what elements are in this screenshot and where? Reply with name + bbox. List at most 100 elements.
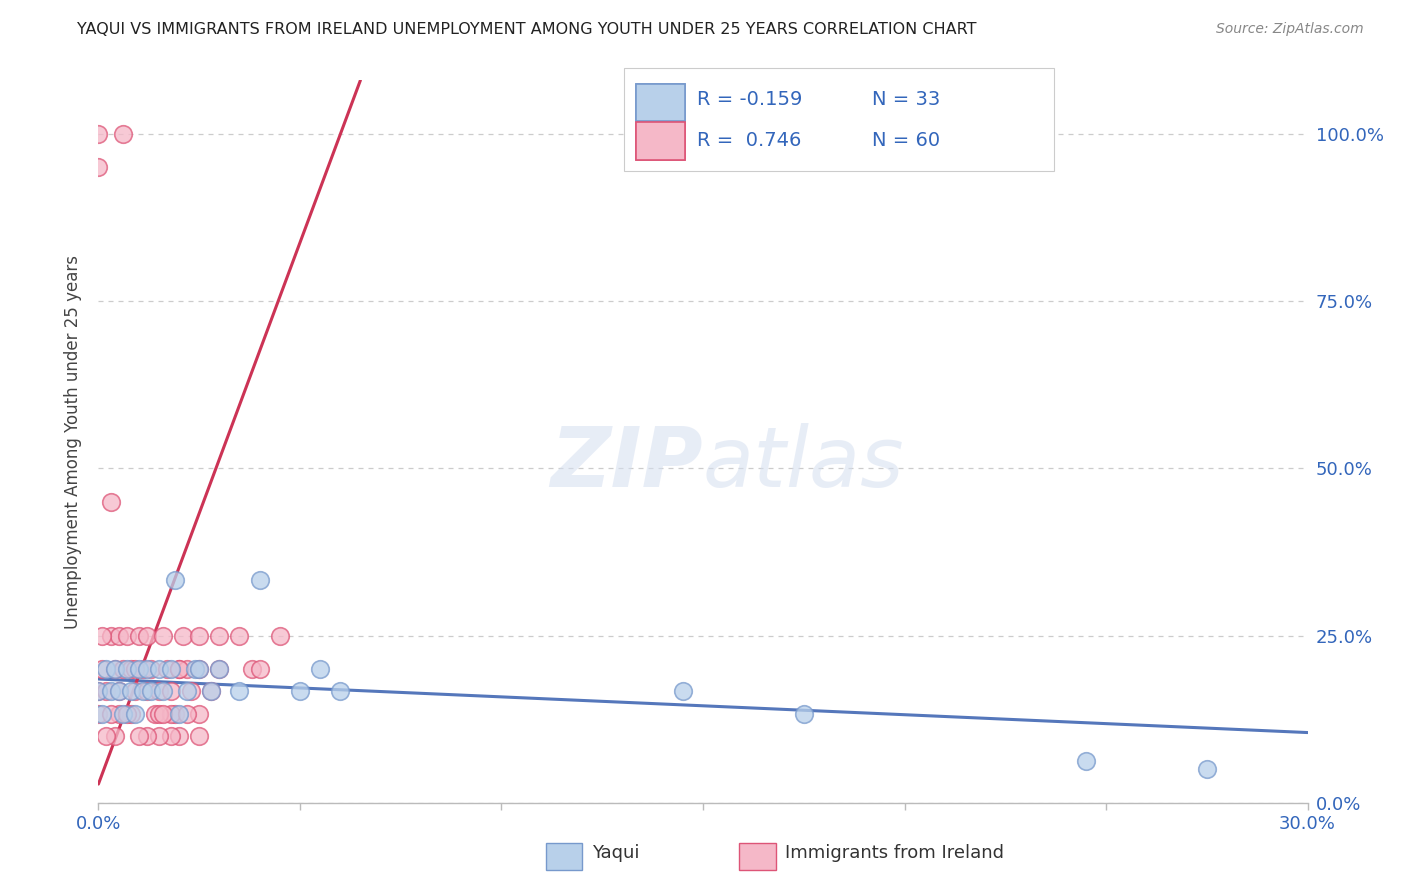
Point: [188, 628, 211, 642]
Point: [188, 706, 211, 721]
Text: atlas: atlas: [703, 423, 904, 504]
Y-axis label: Unemployment Among Youth under 25 years: Unemployment Among Youth under 25 years: [65, 254, 83, 629]
Point: [167, 662, 190, 676]
Point: [132, 684, 155, 698]
Point: [96, 684, 118, 698]
Point: [128, 628, 150, 642]
Point: [87, 684, 110, 698]
Point: [91, 628, 114, 642]
Point: [135, 662, 157, 676]
Text: R =  0.746: R = 0.746: [697, 131, 801, 150]
Point: [100, 628, 122, 642]
Point: [107, 684, 129, 698]
Point: [107, 706, 129, 721]
Point: [200, 684, 222, 698]
Point: [184, 662, 207, 676]
Point: [167, 729, 190, 743]
Point: [672, 684, 695, 698]
Point: [188, 662, 211, 676]
Point: [111, 127, 134, 141]
Point: [176, 706, 198, 721]
Point: [188, 662, 211, 676]
Point: [160, 662, 183, 676]
Point: [107, 628, 129, 642]
Point: [143, 706, 166, 721]
Point: [111, 662, 134, 676]
Point: [288, 684, 311, 698]
Point: [91, 706, 114, 721]
Point: [167, 662, 190, 676]
Point: [152, 628, 174, 642]
Point: [100, 494, 122, 508]
FancyBboxPatch shape: [624, 68, 1053, 170]
Point: [309, 662, 332, 676]
Text: Immigrants from Ireland: Immigrants from Ireland: [785, 845, 1004, 863]
Point: [135, 729, 157, 743]
Point: [208, 662, 231, 676]
Point: [329, 684, 352, 698]
Point: [111, 706, 134, 721]
Point: [103, 662, 125, 676]
Point: [87, 127, 110, 141]
Point: [115, 662, 138, 676]
Point: [139, 662, 162, 676]
Point: [115, 628, 138, 642]
Point: [160, 706, 183, 721]
Point: [249, 573, 271, 587]
Point: [148, 662, 170, 676]
Point: [120, 706, 142, 721]
Point: [167, 706, 190, 721]
Point: [269, 628, 291, 642]
Point: [103, 729, 125, 743]
Point: [91, 662, 114, 676]
Text: Yaqui: Yaqui: [592, 845, 640, 863]
Point: [124, 706, 146, 721]
Point: [1074, 754, 1097, 768]
Point: [228, 628, 250, 642]
Point: [100, 684, 122, 698]
Point: [249, 662, 271, 676]
Text: R = -0.159: R = -0.159: [697, 90, 803, 110]
Point: [87, 161, 110, 175]
Point: [152, 706, 174, 721]
Point: [163, 573, 186, 587]
Text: Source: ZipAtlas.com: Source: ZipAtlas.com: [1216, 22, 1364, 37]
Point: [135, 628, 157, 642]
Point: [160, 684, 183, 698]
Point: [163, 706, 186, 721]
FancyBboxPatch shape: [637, 84, 685, 121]
Point: [160, 729, 183, 743]
Point: [96, 662, 118, 676]
Point: [188, 729, 211, 743]
Point: [107, 684, 129, 698]
Point: [172, 628, 194, 642]
FancyBboxPatch shape: [637, 122, 685, 160]
Point: [176, 662, 198, 676]
Point: [176, 684, 198, 698]
Point: [128, 662, 150, 676]
Point: [120, 662, 142, 676]
Point: [793, 706, 815, 721]
FancyBboxPatch shape: [637, 122, 685, 160]
Point: [103, 662, 125, 676]
FancyBboxPatch shape: [740, 843, 776, 870]
Point: [87, 684, 110, 698]
FancyBboxPatch shape: [637, 84, 685, 121]
Point: [139, 684, 162, 698]
Point: [156, 662, 179, 676]
Point: [135, 684, 157, 698]
Text: N = 33: N = 33: [872, 90, 941, 110]
FancyBboxPatch shape: [546, 843, 582, 870]
Point: [240, 662, 263, 676]
Point: [200, 684, 222, 698]
Point: [100, 706, 122, 721]
Point: [96, 729, 118, 743]
Point: [124, 684, 146, 698]
Point: [124, 662, 146, 676]
Point: [152, 684, 174, 698]
Text: N = 60: N = 60: [872, 131, 941, 150]
Point: [180, 684, 202, 698]
Point: [132, 662, 155, 676]
Point: [128, 729, 150, 743]
Text: ZIP: ZIP: [550, 423, 703, 504]
